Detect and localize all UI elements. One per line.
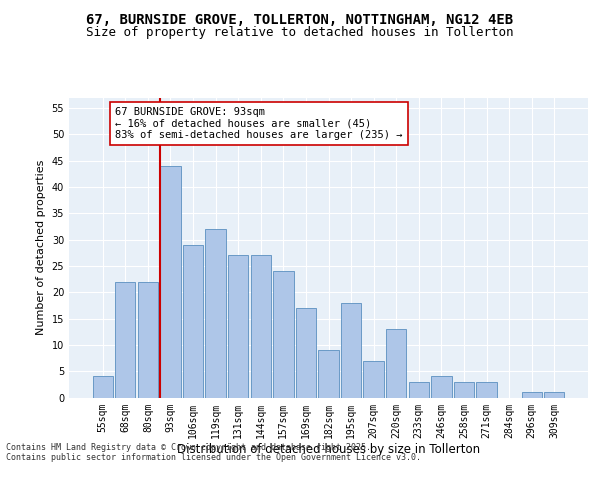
Bar (476, 382, 497, 398)
Bar (544, 392, 565, 398)
Bar (319, 350, 338, 398)
Bar (364, 360, 384, 398)
Y-axis label: Number of detached properties: Number of detached properties (36, 160, 46, 335)
Bar (138, 282, 158, 398)
Bar (115, 282, 136, 398)
Bar (386, 329, 406, 398)
X-axis label: Distribution of detached houses by size in Tollerton: Distribution of detached houses by size … (177, 443, 480, 456)
Bar (454, 382, 474, 398)
Bar (273, 271, 293, 398)
Text: Size of property relative to detached houses in Tollerton: Size of property relative to detached ho… (86, 26, 514, 39)
Bar (205, 229, 226, 398)
Bar (183, 245, 203, 398)
Bar (160, 166, 181, 398)
Text: 67, BURNSIDE GROVE, TOLLERTON, NOTTINGHAM, NG12 4EB: 67, BURNSIDE GROVE, TOLLERTON, NOTTINGHA… (86, 13, 514, 27)
Text: Contains HM Land Registry data © Crown copyright and database right 2025.
Contai: Contains HM Land Registry data © Crown c… (6, 442, 421, 462)
Bar (228, 256, 248, 398)
Bar (341, 303, 361, 398)
Bar (409, 382, 429, 398)
Bar (92, 376, 113, 398)
Bar (296, 308, 316, 398)
Text: 67 BURNSIDE GROVE: 93sqm
← 16% of detached houses are smaller (45)
83% of semi-d: 67 BURNSIDE GROVE: 93sqm ← 16% of detach… (115, 107, 403, 140)
Bar (431, 376, 452, 398)
Bar (521, 392, 542, 398)
Bar (251, 256, 271, 398)
